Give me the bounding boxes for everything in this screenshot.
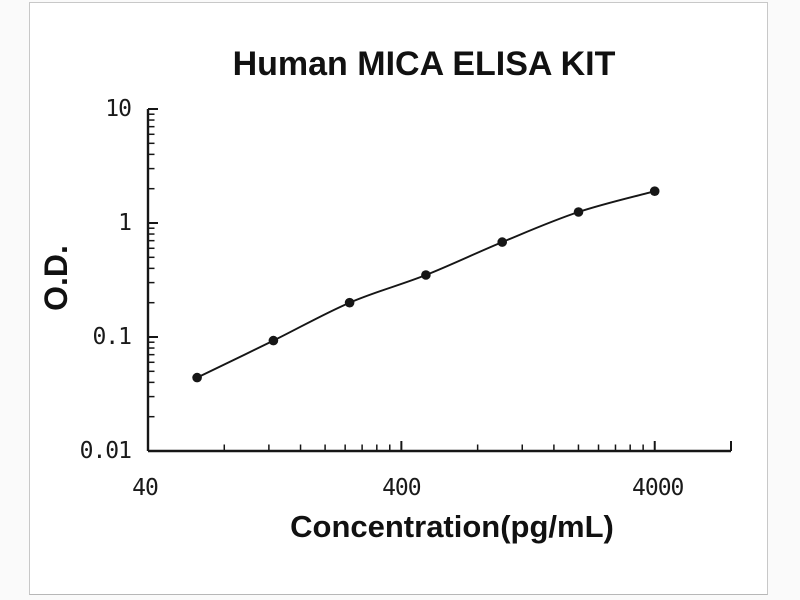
x-tick-label-4000: 4000 bbox=[632, 475, 684, 501]
y-tick-label-1: 1 bbox=[118, 210, 132, 236]
data-point-marker bbox=[268, 335, 279, 346]
x-axis-label: Concentration(pg/mL) bbox=[290, 509, 614, 544]
standard-curve-line bbox=[196, 190, 655, 379]
chart-title: Human MICA ELISA KIT bbox=[232, 45, 616, 83]
data-point-marker bbox=[192, 372, 202, 383]
data-point-marker bbox=[421, 270, 431, 280]
chart-panel bbox=[29, 2, 768, 595]
data-point-marker bbox=[649, 186, 660, 196]
x-tick-label-40: 40 bbox=[132, 475, 159, 501]
data-point-marker bbox=[344, 297, 355, 308]
y-tick-label-0.1: 0.1 bbox=[92, 324, 132, 350]
y-axis-label: O.D. bbox=[38, 245, 74, 311]
data-point-marker bbox=[573, 207, 584, 217]
y-tick-label-10: 10 bbox=[105, 96, 132, 122]
y-tick-label-0.01: 0.01 bbox=[79, 438, 132, 464]
x-tick-label-400: 400 bbox=[382, 475, 422, 501]
data-point-marker bbox=[497, 237, 508, 247]
